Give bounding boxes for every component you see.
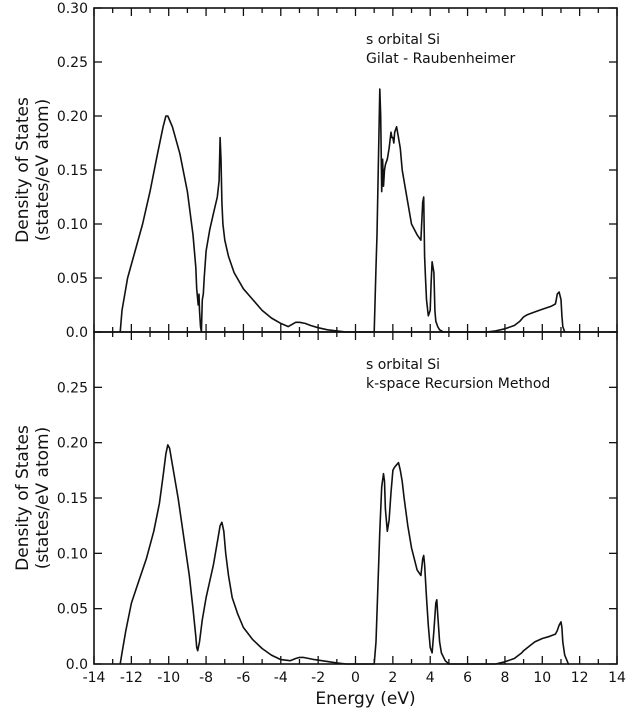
panel-annotation: s orbital Si — [366, 32, 440, 48]
y-axis-unit: (states/eV atom) — [33, 99, 53, 241]
x-tick-label: 10 — [533, 670, 551, 686]
dos-curve — [119, 88, 566, 333]
y-axis-unit: (states/eV atom) — [33, 427, 53, 569]
y-tick-label: 0.20 — [57, 436, 88, 452]
y-tick-label: 0.25 — [57, 380, 88, 396]
y-tick-label: 0.0 — [66, 657, 88, 673]
x-tick-label: 2 — [388, 670, 397, 686]
x-tick-label: -12 — [120, 670, 143, 686]
panel-annotation: s orbital Si — [366, 357, 440, 373]
y-tick-label: 0.15 — [57, 163, 88, 179]
y-axis-title: Density of States — [13, 425, 33, 571]
x-tick-label: 14 — [608, 670, 626, 686]
x-tick-label: -8 — [199, 670, 213, 686]
y-tick-label: 0.30 — [57, 1, 88, 17]
dos-curve — [119, 444, 570, 665]
panel-annotation: Gilat - Raubenheimer — [366, 51, 516, 67]
x-tick-label: 6 — [463, 670, 472, 686]
x-tick-label: -2 — [311, 670, 325, 686]
y-tick-label: 0.0 — [66, 325, 88, 341]
x-tick-label: 12 — [571, 670, 589, 686]
y-axis-title: Density of States — [13, 97, 33, 243]
plot-frame — [93, 7, 618, 333]
y-tick-label: 0.05 — [57, 271, 88, 287]
y-tick-label: 0.20 — [57, 109, 88, 125]
x-tick-label: 8 — [500, 670, 509, 686]
y-tick-label: 0.25 — [57, 55, 88, 71]
x-tick-label: -14 — [83, 670, 106, 686]
x-axis-title: Energy (eV) — [315, 689, 415, 709]
y-tick-label: 0.10 — [57, 546, 88, 562]
x-tick-label: 4 — [426, 670, 435, 686]
panel-annotation: k-space Recursion Method — [366, 376, 550, 392]
x-tick-label: -4 — [274, 670, 288, 686]
y-tick-label: 0.10 — [57, 217, 88, 233]
x-tick-label: -10 — [157, 670, 180, 686]
x-tick-label: 0 — [351, 670, 360, 686]
y-tick-label: 0.15 — [57, 491, 88, 507]
y-tick-label: 0.05 — [57, 602, 88, 618]
x-tick-label: -6 — [236, 670, 250, 686]
top-panel: 0.0 0.05 0.10 0.15 0.20 0.25 0.30 Density of St… — [13, 1, 618, 341]
bottom-panel: 0.0 0.05 0.10 0.15 0.20 0.25 -14 -12 -10 -8 -6 -4 -2… — [13, 331, 626, 709]
